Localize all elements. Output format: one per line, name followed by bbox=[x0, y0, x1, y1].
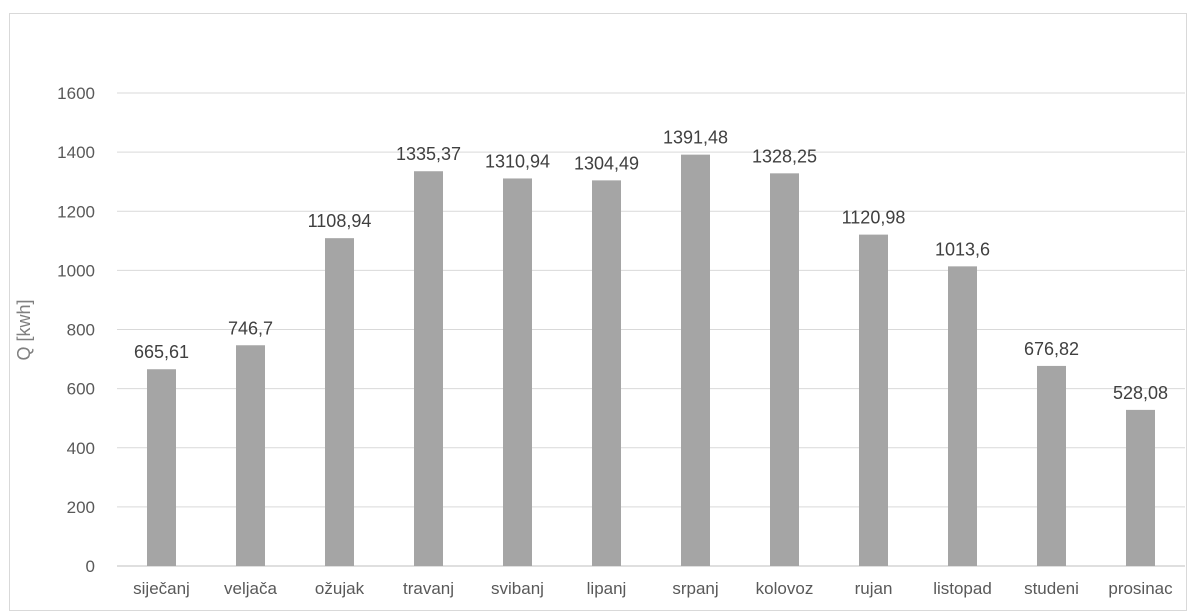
y-axis-title: Q [kwh] bbox=[14, 299, 34, 360]
bar-srpanj bbox=[681, 154, 710, 566]
data-label: 676,82 bbox=[1024, 339, 1079, 359]
data-label: 1013,6 bbox=[935, 239, 990, 259]
y-tick-label: 600 bbox=[67, 380, 95, 399]
gridlines bbox=[117, 92, 1185, 567]
bar-siječanj bbox=[147, 369, 176, 566]
data-label: 746,7 bbox=[228, 318, 273, 338]
data-label: 1335,37 bbox=[396, 144, 461, 164]
data-label: 1108,94 bbox=[308, 211, 372, 231]
data-label: 1310,94 bbox=[485, 151, 550, 171]
x-tick-label: lipanj bbox=[587, 579, 627, 598]
y-tick-label: 1600 bbox=[57, 84, 95, 103]
y-tick-label: 1200 bbox=[57, 202, 95, 221]
x-tick-label: ožujak bbox=[315, 579, 365, 598]
bar-listopad bbox=[948, 266, 977, 566]
bar-ožujak bbox=[325, 238, 354, 566]
data-label: 528,08 bbox=[1113, 383, 1168, 403]
data-label: 1328,25 bbox=[752, 146, 817, 166]
x-tick-label: siječanj bbox=[133, 579, 190, 598]
bar-rujan bbox=[859, 234, 888, 566]
y-tick-label: 400 bbox=[67, 439, 95, 458]
x-tick-label: prosinac bbox=[1108, 579, 1173, 598]
y-tick-label: 1000 bbox=[57, 261, 95, 280]
x-axis-ticks: siječanj veljača ožujak travanj svibanj lipan… bbox=[133, 579, 1173, 598]
y-tick-label: 0 bbox=[86, 557, 95, 576]
x-tick-label: studeni bbox=[1024, 579, 1079, 598]
y-tick-label: 200 bbox=[67, 498, 95, 517]
bar-kolovoz bbox=[770, 173, 799, 566]
bar-prosinac bbox=[1126, 409, 1155, 566]
y-axis-ticks: 0 200 400 600 800 1000 1200 1400 1600 bbox=[57, 84, 95, 576]
data-label: 665,61 bbox=[134, 342, 189, 362]
y-tick-label: 800 bbox=[67, 321, 95, 340]
bar-veljača bbox=[236, 345, 265, 566]
x-tick-label: kolovoz bbox=[756, 579, 814, 598]
x-tick-label: srpanj bbox=[672, 579, 718, 598]
x-tick-label: veljača bbox=[224, 579, 277, 598]
x-tick-label: travanj bbox=[403, 579, 454, 598]
bar-svibanj bbox=[503, 178, 532, 566]
x-tick-label: rujan bbox=[855, 579, 893, 598]
bar-travanj bbox=[414, 171, 443, 566]
bar-studeni bbox=[1037, 365, 1066, 566]
y-tick-label: 1400 bbox=[57, 143, 95, 162]
bar-lipanj bbox=[592, 180, 621, 566]
x-tick-label: svibanj bbox=[491, 579, 544, 598]
data-label: 1120,98 bbox=[842, 208, 906, 228]
data-label: 1304,49 bbox=[574, 153, 639, 173]
bars: 665,61 746,7 1108,94 1335,37 1310,94 1304,49 1… bbox=[134, 128, 1168, 566]
data-label: 1391,48 bbox=[663, 128, 728, 148]
x-tick-label: listopad bbox=[933, 579, 992, 598]
